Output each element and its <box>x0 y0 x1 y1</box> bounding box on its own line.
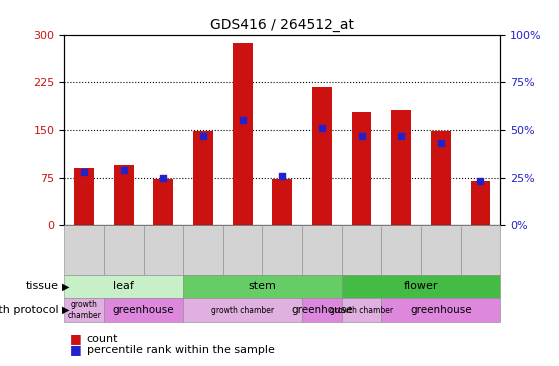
Text: growth protocol: growth protocol <box>0 305 59 315</box>
Text: flower: flower <box>404 281 438 291</box>
Point <box>238 117 247 123</box>
Bar <box>381 225 421 274</box>
Bar <box>104 225 144 274</box>
Bar <box>104 298 183 322</box>
Bar <box>154 179 173 225</box>
Bar <box>381 298 500 322</box>
Bar <box>74 168 94 225</box>
Bar <box>342 225 381 274</box>
Text: ■: ■ <box>70 343 82 356</box>
Bar <box>342 298 381 322</box>
Text: stem: stem <box>249 281 276 291</box>
Bar <box>302 225 342 274</box>
Text: percentile rank within the sample: percentile rank within the sample <box>87 344 274 355</box>
Point <box>397 133 406 139</box>
Bar <box>64 225 104 274</box>
Point <box>159 175 168 180</box>
Bar <box>64 298 104 322</box>
Bar <box>233 43 253 225</box>
Bar <box>114 165 134 225</box>
Bar <box>342 274 500 298</box>
Point <box>357 133 366 139</box>
Bar <box>461 225 500 274</box>
Text: growth
chamber: growth chamber <box>67 300 101 320</box>
Point <box>79 169 88 175</box>
Bar <box>421 225 461 274</box>
Bar <box>391 110 411 225</box>
Bar <box>183 274 342 298</box>
Bar <box>302 298 342 322</box>
Title: GDS416 / 264512_at: GDS416 / 264512_at <box>210 18 354 32</box>
Text: greenhouse: greenhouse <box>410 305 472 315</box>
Bar <box>431 131 451 225</box>
Bar <box>183 298 302 322</box>
Text: ▶: ▶ <box>61 281 69 291</box>
Bar <box>183 225 223 274</box>
Point <box>437 140 446 146</box>
Bar <box>272 179 292 225</box>
Text: ▶: ▶ <box>61 305 69 315</box>
Point <box>119 167 128 173</box>
Bar <box>352 112 372 225</box>
Text: greenhouse: greenhouse <box>113 305 174 315</box>
Bar <box>64 274 183 298</box>
Point <box>198 133 207 139</box>
Text: growth chamber: growth chamber <box>211 306 274 315</box>
Text: ■: ■ <box>70 332 82 345</box>
Text: greenhouse: greenhouse <box>291 305 353 315</box>
Point <box>318 125 326 131</box>
Bar <box>471 181 490 225</box>
Point <box>476 178 485 184</box>
Text: count: count <box>87 333 118 344</box>
Point <box>278 173 287 179</box>
Bar <box>312 87 332 225</box>
Bar <box>223 225 263 274</box>
Text: leaf: leaf <box>113 281 134 291</box>
Bar <box>193 131 213 225</box>
Text: growth chamber: growth chamber <box>330 306 393 315</box>
Text: tissue: tissue <box>26 281 59 291</box>
Bar <box>263 225 302 274</box>
Bar <box>144 225 183 274</box>
